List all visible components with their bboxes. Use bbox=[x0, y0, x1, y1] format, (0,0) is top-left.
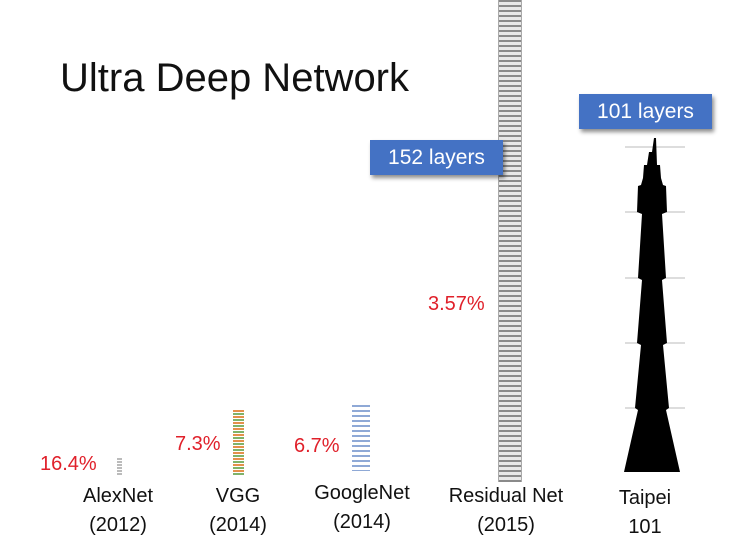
model-name: Taipei bbox=[618, 487, 672, 509]
model-name: VGG bbox=[215, 485, 261, 507]
model-label: AlexNet (2012) bbox=[38, 482, 198, 540]
layer-badge: 152 layers bbox=[370, 140, 503, 175]
slide-title: Ultra Deep Network bbox=[60, 56, 410, 100]
model-year: (2015) bbox=[477, 514, 535, 536]
model-year: (2014) bbox=[333, 511, 391, 533]
model-name: Residual Net bbox=[448, 485, 564, 507]
model-year: (2014) bbox=[209, 514, 267, 536]
model-year: (2012) bbox=[89, 514, 147, 536]
error-rate: 16.4% bbox=[40, 453, 97, 475]
model-label: Taipei 101 bbox=[565, 484, 725, 542]
model-label: Residual Net (2015) bbox=[426, 482, 586, 540]
taipei-101-tower bbox=[624, 138, 685, 472]
layer-badge: 101 layers bbox=[579, 94, 712, 129]
error-rate: 3.57% bbox=[428, 293, 485, 315]
alexnet-diagram bbox=[117, 458, 122, 476]
error-rate: 7.3% bbox=[175, 433, 221, 455]
model-year: 101 bbox=[628, 516, 662, 538]
resnet-diagram bbox=[498, 0, 522, 482]
googlenet-diagram bbox=[352, 405, 370, 471]
vgg-diagram bbox=[233, 410, 244, 476]
error-rate: 6.7% bbox=[294, 435, 340, 457]
model-label: VGG (2014) bbox=[158, 482, 318, 540]
model-name: AlexNet bbox=[82, 485, 154, 507]
model-name: GoogleNet bbox=[314, 482, 410, 504]
model-label: GoogleNet (2014) bbox=[282, 479, 442, 537]
